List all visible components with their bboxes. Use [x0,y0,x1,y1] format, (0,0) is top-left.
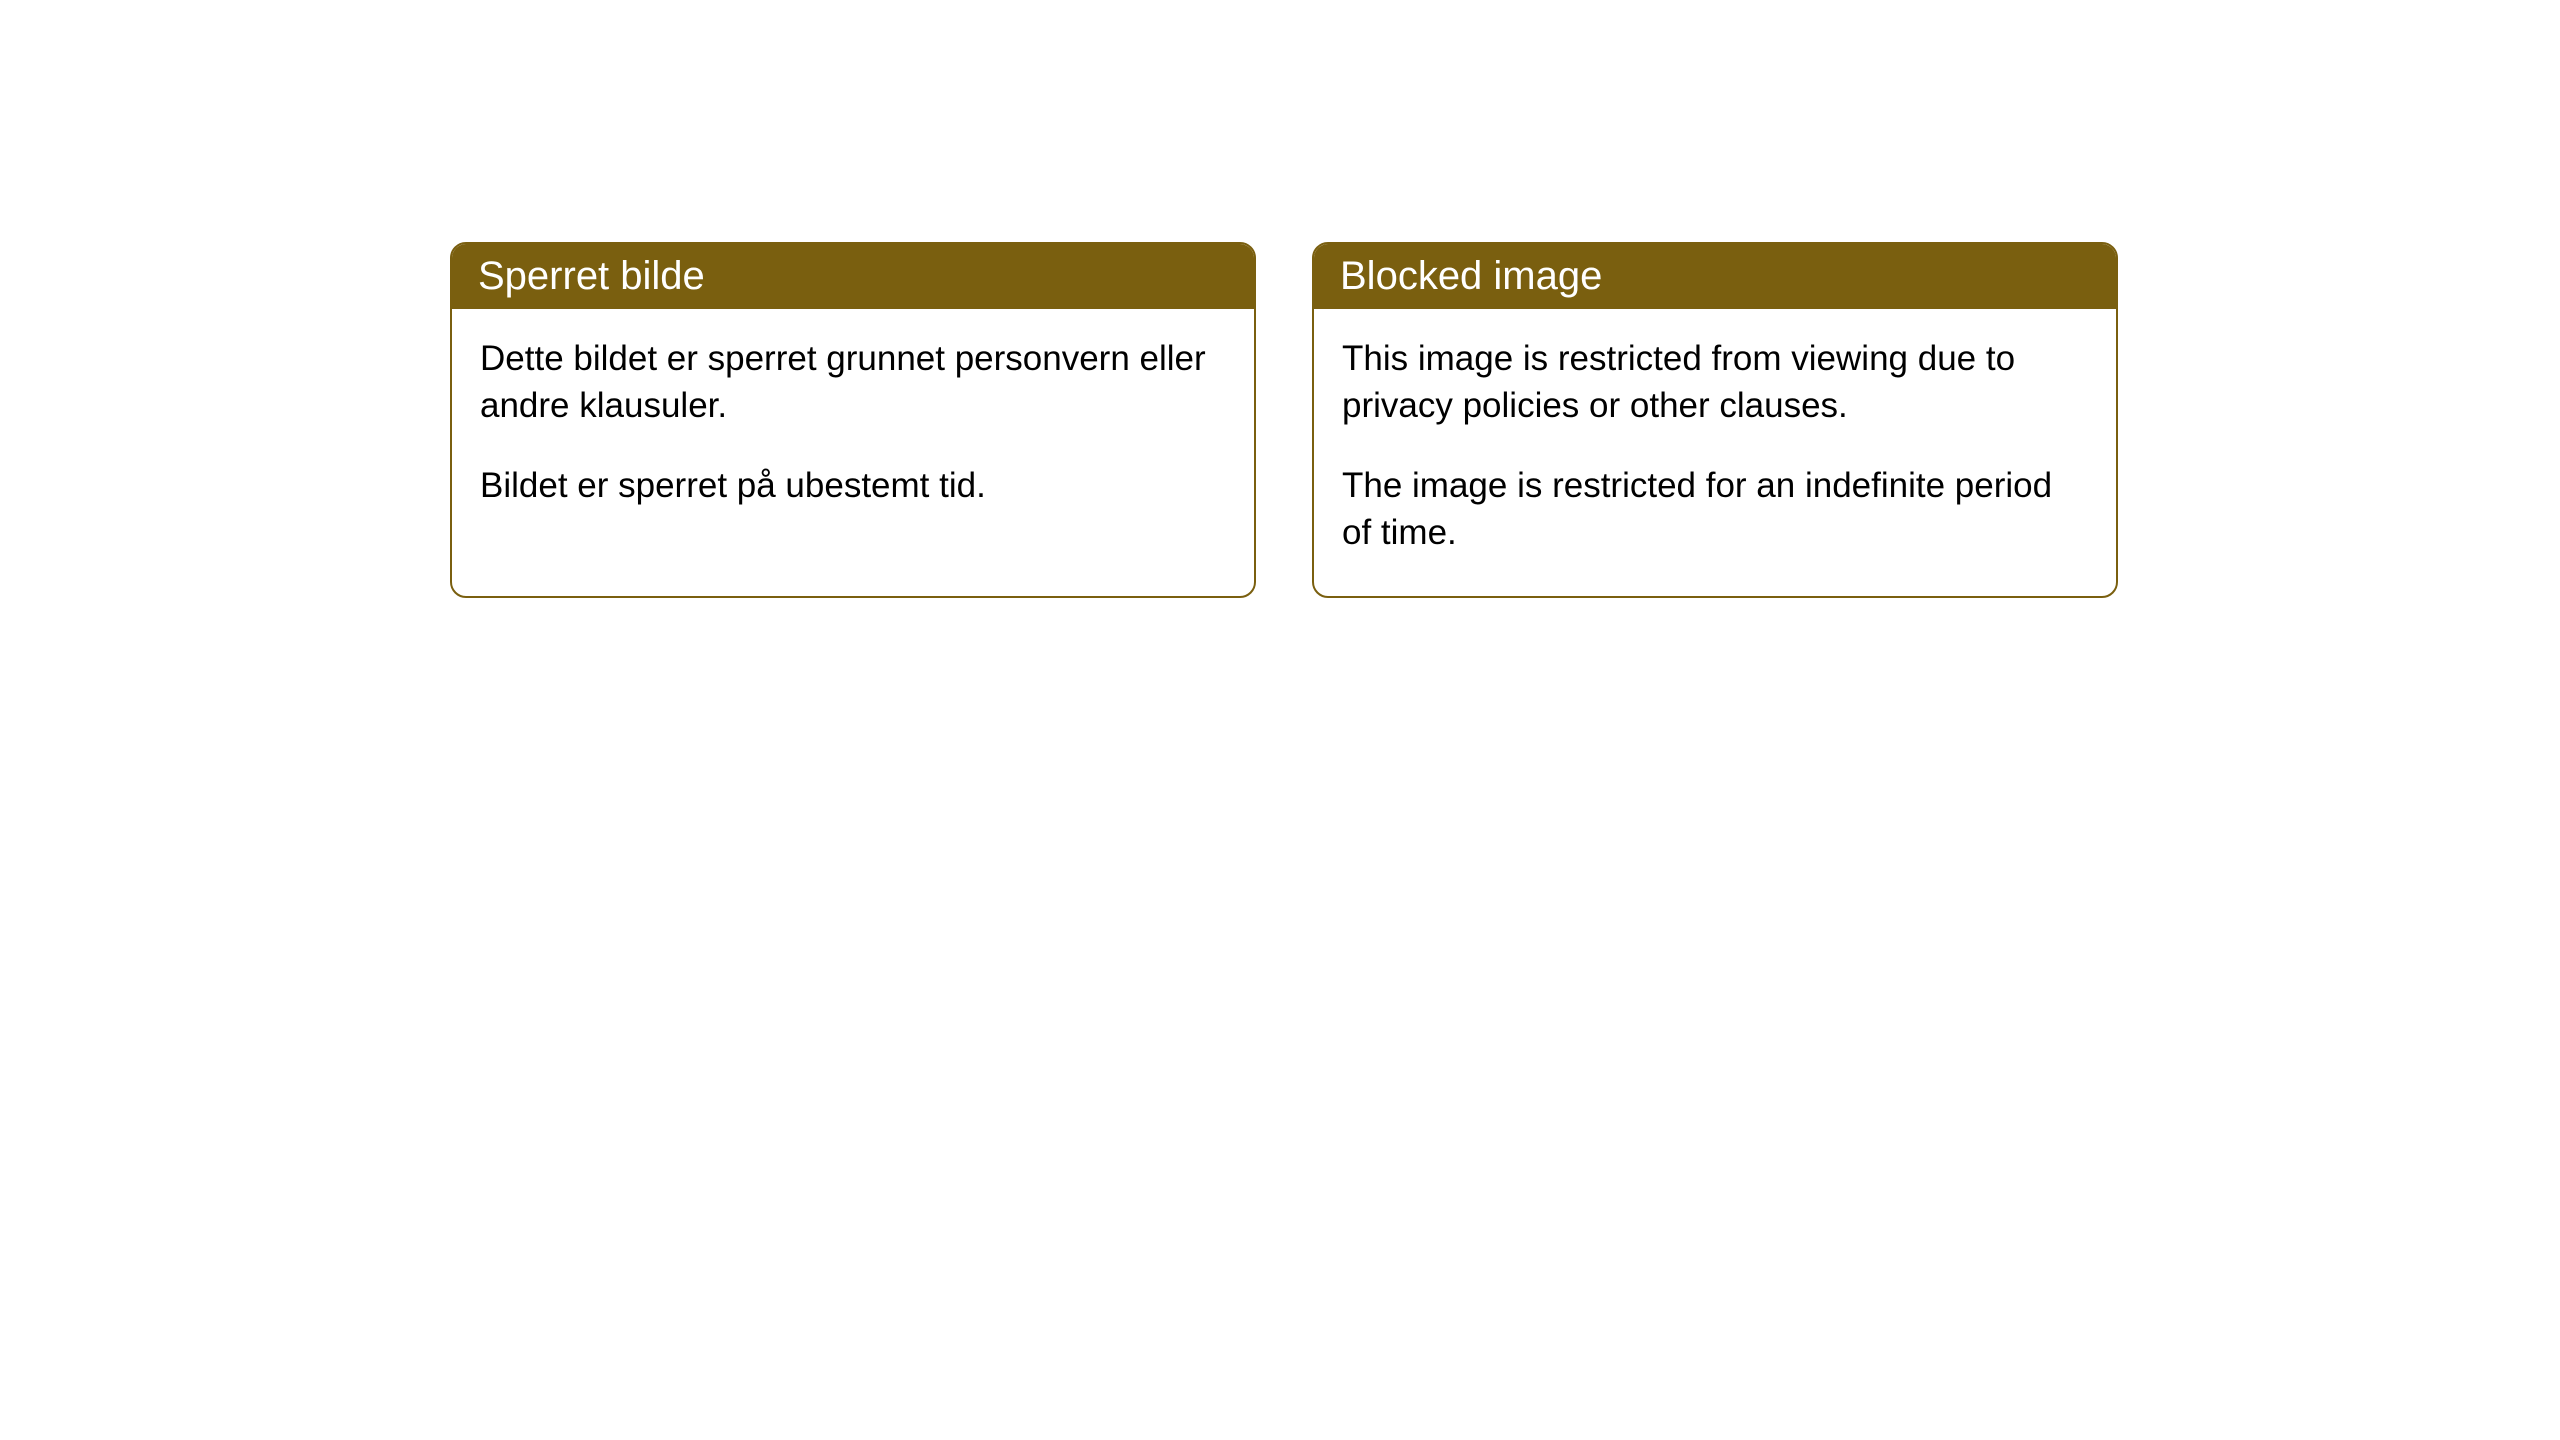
card-header: Blocked image [1314,244,2116,309]
card-paragraph: This image is restricted from viewing du… [1342,335,2088,430]
card-title: Sperret bilde [478,254,705,298]
card-header: Sperret bilde [452,244,1254,309]
notice-card-norwegian: Sperret bilde Dette bildet er sperret gr… [450,242,1256,598]
card-paragraph: Bildet er sperret på ubestemt tid. [480,462,1226,509]
card-title: Blocked image [1340,254,1602,298]
card-body: Dette bildet er sperret grunnet personve… [452,309,1254,549]
notice-cards-container: Sperret bilde Dette bildet er sperret gr… [450,242,2118,598]
notice-card-english: Blocked image This image is restricted f… [1312,242,2118,598]
card-paragraph: The image is restricted for an indefinit… [1342,462,2088,557]
card-body: This image is restricted from viewing du… [1314,309,2116,596]
card-paragraph: Dette bildet er sperret grunnet personve… [480,335,1226,430]
